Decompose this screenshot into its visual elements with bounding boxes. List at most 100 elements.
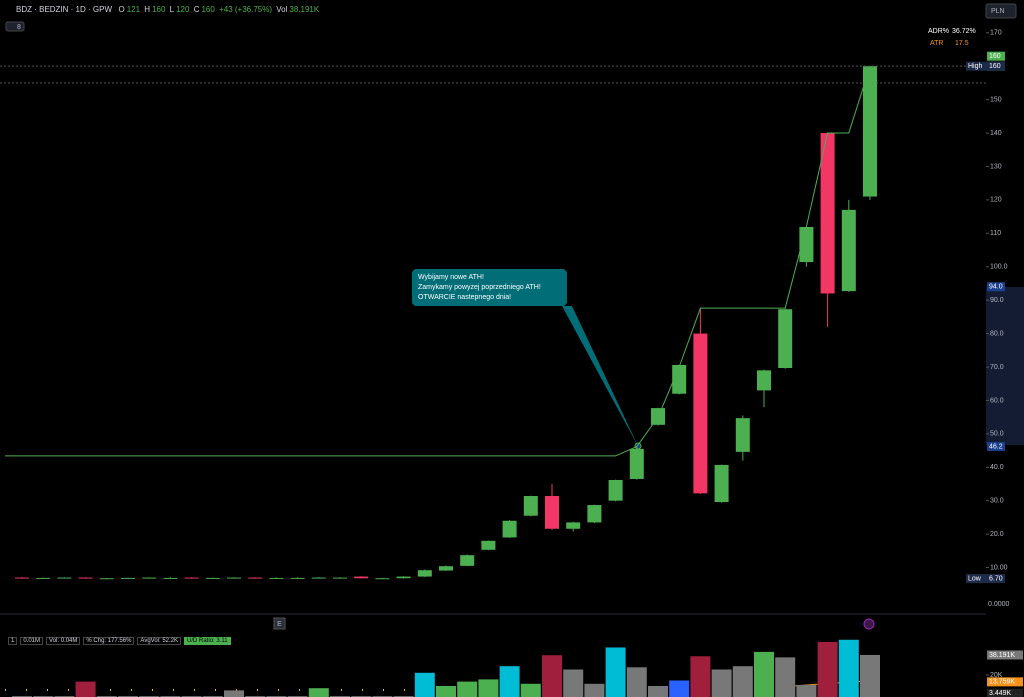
candle-body — [714, 464, 729, 503]
candle-body — [523, 496, 538, 516]
candle-body — [36, 577, 51, 579]
price-tag-box — [966, 574, 987, 584]
candle-body — [269, 577, 284, 579]
volume-bar — [414, 672, 435, 697]
ohlc-value: 121 — [126, 5, 141, 14]
candle-body — [820, 133, 835, 294]
adr-value: 36.72% — [952, 28, 976, 35]
candle-body — [184, 577, 199, 579]
candle-body — [311, 577, 326, 579]
y-tick-label: 70.0 — [990, 364, 1004, 371]
price-label-box — [987, 442, 1005, 452]
legend-item: AvgVol: 52.2K — [137, 637, 182, 645]
earnings-marker[interactable] — [273, 617, 286, 630]
volume-label: 3.449K — [989, 690, 1012, 697]
y-tick-label: 80.0 — [990, 330, 1004, 337]
y-tick-label: 90.0 — [990, 297, 1004, 304]
vol-value: 38.191K — [289, 5, 320, 14]
candle-body — [396, 576, 411, 579]
candle-body — [99, 578, 114, 580]
ohlc-label: C — [193, 5, 200, 14]
symbol: BDZ · BEDZIN · 1D · GPW — [16, 5, 112, 14]
volume-bar — [436, 685, 456, 697]
legend-item: Vol: 0.04M — [46, 637, 81, 645]
y-tick-label: 60.0 — [990, 397, 1004, 404]
currency-box[interactable] — [985, 3, 1017, 19]
y-tick-label: 50.0 — [990, 431, 1004, 438]
legend-item: % Chg: 177.56% — [83, 637, 135, 645]
price-label-box — [987, 574, 1005, 584]
volume-bar — [584, 683, 605, 697]
annotation-anchor — [634, 442, 642, 450]
volume-label: 38.191K — [989, 652, 1015, 659]
header: BDZ · BEDZIN · 1D · GPW O 121 H 160 L 120 C… — [16, 5, 321, 14]
candle-body — [354, 576, 369, 579]
y-tick-label: 30.0 — [990, 498, 1004, 505]
volume-bar — [563, 669, 584, 697]
volume-bar — [754, 651, 774, 697]
volume-bar — [732, 666, 753, 697]
volume-bar — [520, 683, 541, 697]
candle-body — [672, 364, 687, 394]
candle-body — [587, 505, 602, 523]
candle-body — [163, 577, 178, 579]
volume-label-box — [987, 677, 1023, 687]
annotation-text: Wybijamy nowe ATH! — [418, 274, 484, 281]
price-tag: High — [968, 63, 983, 70]
volume-bar — [499, 666, 520, 697]
volume-bar — [75, 681, 96, 697]
ohlc-value: 160 — [152, 5, 166, 14]
price-label: 46.2 — [989, 443, 1003, 450]
volume-zero: 0.0000 — [988, 601, 1010, 608]
candle-body — [248, 577, 263, 579]
ohlc-label: L — [169, 5, 175, 14]
volume-bar — [478, 679, 499, 697]
candle-body — [608, 479, 623, 501]
y-tick-label: 170 — [990, 30, 1002, 37]
y-tick-label: 110 — [990, 230, 1001, 237]
legend-item: 0.01M — [20, 637, 44, 645]
y-tick-label: 100.0 — [990, 264, 1008, 271]
candle-body — [841, 209, 856, 292]
price-label-box — [987, 51, 1005, 61]
legend-item: U/D Ratio: 3.11 — [184, 637, 231, 645]
volume-bar — [669, 680, 690, 697]
y-tick-label: 150 — [990, 96, 1002, 103]
candle-body — [142, 577, 157, 579]
price-label: 94.0 — [989, 284, 1003, 291]
y-tick-label: 20K — [990, 672, 1003, 679]
candle-body — [778, 309, 793, 369]
candle-body — [375, 578, 390, 580]
candle-body — [121, 577, 135, 579]
candle-body — [863, 66, 877, 197]
volume-bar — [796, 684, 817, 697]
volume-bar — [648, 685, 668, 697]
currency: PLN — [991, 8, 1005, 15]
candle-body — [502, 520, 517, 538]
ohlc-value: 160 — [201, 5, 215, 14]
candle-body — [439, 566, 453, 571]
volume-bar — [457, 681, 478, 697]
volume-bar — [711, 669, 732, 697]
ohlc-label: H — [144, 5, 151, 14]
candle-body — [799, 226, 814, 263]
annotation-text: Zamykamy powyzej poprzedniego ATH! — [418, 284, 541, 291]
indicator-toggle[interactable] — [5, 21, 25, 32]
candle-body — [693, 333, 708, 494]
candle-body — [460, 555, 475, 566]
volume-bar — [690, 656, 711, 697]
ohlc-label: O — [118, 5, 125, 14]
price-label-box — [987, 61, 1005, 71]
volume-label-box — [987, 650, 1023, 660]
y-tick-label: 130 — [990, 163, 1002, 170]
dividend-marker[interactable] — [863, 618, 875, 630]
vol-label: Vol — [276, 5, 288, 14]
ath-line — [22, 66, 871, 457]
annotation-text: OTWARCIE nastepnego dnia! — [418, 294, 511, 301]
price-label: 6.70 — [989, 575, 1003, 582]
price-label: 160 — [989, 53, 1001, 60]
candle-body — [333, 577, 347, 579]
candle-body — [629, 448, 644, 479]
candle-body — [205, 577, 220, 579]
